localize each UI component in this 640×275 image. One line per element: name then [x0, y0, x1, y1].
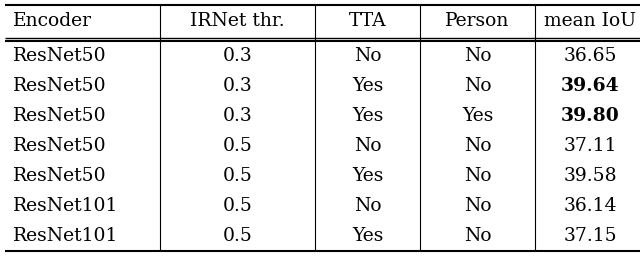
Text: IRNet thr.: IRNet thr. — [190, 12, 285, 31]
Text: mean IoU: mean IoU — [544, 12, 636, 31]
Text: 0.3: 0.3 — [223, 47, 252, 65]
Text: Person: Person — [445, 12, 509, 31]
Text: Yes: Yes — [462, 107, 493, 125]
Text: ResNet50: ResNet50 — [13, 167, 107, 185]
Text: ResNet101: ResNet101 — [13, 197, 118, 215]
Text: No: No — [464, 227, 492, 245]
Text: No: No — [354, 47, 381, 65]
Text: 0.5: 0.5 — [223, 137, 252, 155]
Text: No: No — [464, 137, 492, 155]
Text: No: No — [464, 47, 492, 65]
Text: No: No — [354, 137, 381, 155]
Text: 39.58: 39.58 — [563, 167, 617, 185]
Text: 36.65: 36.65 — [563, 47, 617, 65]
Text: No: No — [354, 197, 381, 215]
Text: Yes: Yes — [352, 107, 383, 125]
Text: ResNet50: ResNet50 — [13, 77, 107, 95]
Text: No: No — [464, 197, 492, 215]
Text: ResNet50: ResNet50 — [13, 107, 107, 125]
Text: 39.64: 39.64 — [561, 77, 620, 95]
Text: ResNet50: ResNet50 — [13, 47, 107, 65]
Text: 37.11: 37.11 — [563, 137, 617, 155]
Text: TTA: TTA — [349, 12, 387, 31]
Text: 0.5: 0.5 — [223, 227, 252, 245]
Text: 37.15: 37.15 — [563, 227, 617, 245]
Text: 39.80: 39.80 — [561, 107, 620, 125]
Text: 0.3: 0.3 — [223, 107, 252, 125]
Text: Encoder: Encoder — [13, 12, 92, 31]
Text: No: No — [464, 167, 492, 185]
Text: 0.3: 0.3 — [223, 77, 252, 95]
Text: ResNet50: ResNet50 — [13, 137, 107, 155]
Text: 0.5: 0.5 — [223, 197, 252, 215]
Text: Yes: Yes — [352, 167, 383, 185]
Text: 36.14: 36.14 — [563, 197, 617, 215]
Text: ResNet101: ResNet101 — [13, 227, 118, 245]
Text: Yes: Yes — [352, 227, 383, 245]
Text: Yes: Yes — [352, 77, 383, 95]
Text: No: No — [464, 77, 492, 95]
Text: 0.5: 0.5 — [223, 167, 252, 185]
